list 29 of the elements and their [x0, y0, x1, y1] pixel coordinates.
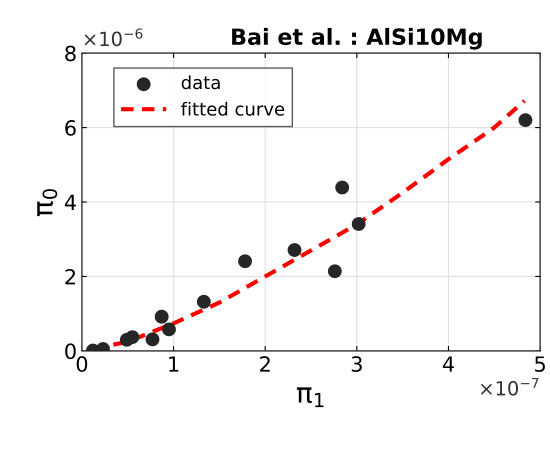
y-tick-label: 6 — [65, 120, 76, 136]
point — [335, 180, 350, 194]
x-tick-label: 3 — [352, 356, 362, 372]
point — [162, 322, 176, 336]
x-tick-label: 1 — [169, 356, 178, 372]
point — [328, 264, 342, 278]
point — [125, 330, 140, 344]
point — [238, 254, 252, 268]
point — [352, 217, 366, 231]
x-tick-label: 4 — [442, 356, 454, 372]
chart-title: Bai et al. : AlSi10Mg — [232, 28, 482, 50]
x-tick-label: 0 — [76, 356, 88, 372]
point — [154, 310, 169, 324]
y-tick-label: 2 — [65, 268, 75, 284]
point — [518, 113, 532, 128]
y-axis-title: π$_{0}$ — [37, 189, 58, 216]
text: ×10$^{−7}$ — [480, 378, 538, 396]
point — [196, 294, 211, 309]
x-tick-label: 2 — [260, 356, 270, 372]
y-tick-label: 8 — [65, 46, 76, 62]
text: ×10$^{−6}$ — [84, 28, 142, 46]
y-tick-label: 0 — [65, 343, 76, 360]
x-tick-label: 5 — [535, 356, 545, 372]
point — [288, 243, 302, 257]
legend-label: fitted curve — [181, 102, 284, 116]
point — [146, 332, 160, 346]
y-tick-label: 4 — [64, 194, 76, 210]
x-axis-title: π$_{1}$ — [296, 387, 324, 408]
legend-label: data — [182, 75, 220, 90]
